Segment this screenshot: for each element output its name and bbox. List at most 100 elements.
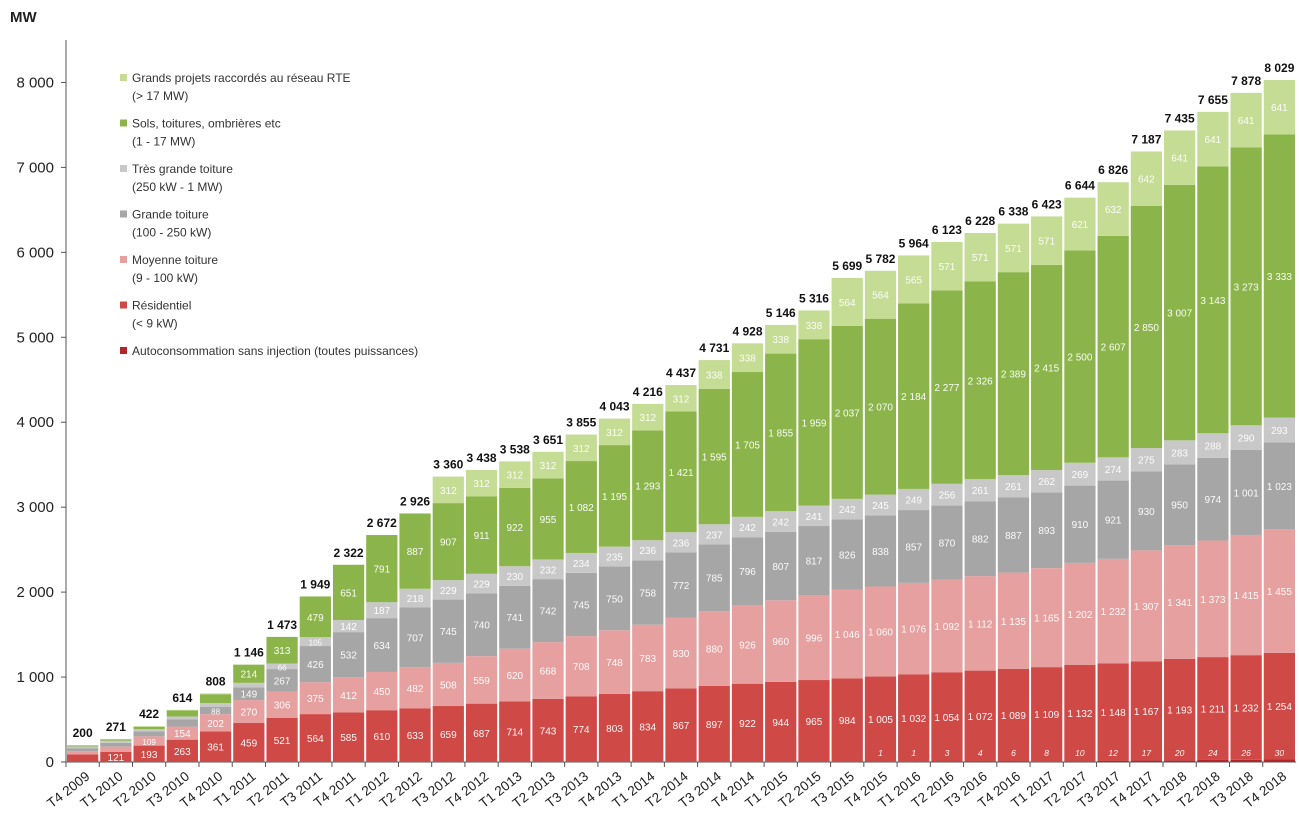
segment-value-label: 565	[905, 275, 922, 286]
segment-value-label: 288	[1205, 442, 1222, 453]
segment-value-label: 218	[407, 594, 424, 605]
segment-value-label: 312	[573, 444, 590, 455]
segment-value-label: 242	[772, 517, 789, 528]
segment-value-label: 687	[473, 729, 490, 740]
segment-value-label: 275	[1138, 456, 1155, 467]
segment-value-label: 742	[540, 607, 557, 618]
bar-segment	[167, 716, 198, 719]
segment-value-label: 12	[1108, 748, 1118, 758]
segment-value-label: 236	[639, 546, 656, 557]
bar-segment	[133, 731, 164, 736]
segment-value-label: 921	[1105, 516, 1122, 527]
bar-segment	[67, 751, 98, 754]
total-value-label: 422	[139, 707, 159, 721]
segment-value-label: 274	[1105, 465, 1122, 476]
bar-segment	[100, 747, 131, 752]
segment-value-label: 1	[911, 748, 916, 758]
legend-label: Sols, toitures, ombrières etc	[132, 117, 281, 131]
segment-value-label: 234	[573, 559, 590, 570]
segment-value-label: 229	[473, 580, 490, 591]
legend-swatch	[120, 74, 127, 81]
segment-value-label: 26	[1240, 748, 1251, 758]
segment-value-label: 1 959	[801, 418, 826, 429]
segment-value-label: 450	[373, 687, 390, 698]
bar-segment	[67, 746, 98, 748]
segment-value-label: 235	[606, 553, 623, 564]
segment-value-label: 1 855	[768, 428, 793, 439]
legend: Grands projets raccordés au réseau RTE(>…	[120, 71, 418, 358]
bar-segment	[133, 726, 164, 727]
segment-value-label: 740	[473, 621, 490, 632]
segment-value-label: 2 415	[1034, 363, 1059, 374]
total-value-label: 3 855	[566, 416, 596, 430]
segment-value-label: 955	[540, 515, 557, 526]
segment-value-label: 926	[739, 640, 756, 651]
total-value-label: 1 146	[234, 646, 264, 660]
segment-value-label: 620	[506, 671, 523, 682]
total-value-label: 6 338	[998, 205, 1028, 219]
total-value-label: 2 322	[334, 546, 364, 560]
legend-sublabel: (100 - 250 kW)	[132, 226, 211, 240]
legend-label: Autoconsommation sans injection (toutes …	[132, 344, 418, 358]
bar-segment	[1264, 759, 1295, 762]
segment-value-label: 1 135	[1001, 617, 1026, 628]
bar-segment	[100, 739, 131, 740]
y-tick-label: 3 000	[16, 499, 54, 516]
total-value-label: 5 964	[899, 236, 929, 250]
segment-value-label: 338	[706, 370, 723, 381]
segment-value-label: 714	[506, 728, 523, 739]
legend-sublabel: (1 - 17 MW)	[132, 135, 195, 149]
segment-value-label: 149	[240, 690, 257, 701]
total-value-label: 7 435	[1165, 111, 1195, 125]
segment-value-label: 857	[905, 542, 922, 553]
segment-value-label: 1 293	[635, 481, 660, 492]
segment-value-label: 911	[474, 531, 490, 542]
segment-value-label: 1	[878, 748, 883, 758]
segment-value-label: 807	[772, 562, 789, 573]
legend-label: Moyenne toiture	[132, 253, 218, 267]
segment-value-label: 3	[945, 748, 950, 758]
segment-value-label: 783	[639, 654, 656, 665]
segment-value-label: 10	[1075, 748, 1085, 758]
segment-value-label: 2 037	[835, 408, 860, 419]
total-value-label: 5 146	[766, 306, 796, 320]
total-value-label: 4 437	[666, 366, 696, 380]
segment-value-label: 1 254	[1267, 702, 1292, 713]
segment-value-label: 1 165	[1034, 614, 1059, 625]
segment-value-label: 668	[540, 667, 557, 678]
segment-value-label: 1 193	[1167, 706, 1192, 717]
segment-value-label: 312	[506, 471, 523, 482]
segment-value-label: 984	[839, 716, 856, 727]
total-value-label: 5 782	[865, 252, 895, 266]
segment-value-label: 564	[839, 298, 856, 309]
legend-sublabel: (< 9 kW)	[132, 317, 178, 331]
segment-value-label: 571	[1038, 237, 1055, 248]
segment-value-label: 950	[1171, 501, 1188, 512]
segment-value-label: 745	[573, 600, 590, 611]
segment-value-label: 922	[506, 523, 523, 534]
segment-value-label: 312	[673, 394, 690, 405]
segment-value-label: 785	[706, 574, 723, 585]
bar-segment	[1197, 760, 1228, 762]
segment-value-label: 3 333	[1267, 272, 1292, 283]
total-value-label: 3 651	[533, 433, 563, 447]
segment-value-label: 707	[407, 633, 424, 644]
segment-value-label: 459	[240, 739, 257, 750]
bar-segment	[1231, 760, 1262, 762]
segment-value-label: 105	[309, 639, 323, 648]
segment-value-label: 893	[1038, 526, 1055, 537]
total-value-label: 6 423	[1032, 197, 1062, 211]
segment-value-label: 834	[639, 723, 656, 734]
segment-value-label: 269	[1072, 470, 1089, 481]
bar-segment	[67, 755, 98, 762]
bar-segment	[67, 748, 98, 751]
segment-value-label: 1 076	[901, 625, 926, 636]
segment-value-label: 745	[440, 627, 457, 638]
total-value-label: 3 538	[500, 442, 530, 456]
segment-value-label: 2 326	[968, 376, 993, 387]
bar-segment	[200, 694, 231, 703]
segment-value-label: 826	[839, 550, 856, 561]
y-tick-label: 0	[46, 754, 54, 771]
segment-value-label: 867	[673, 721, 690, 732]
